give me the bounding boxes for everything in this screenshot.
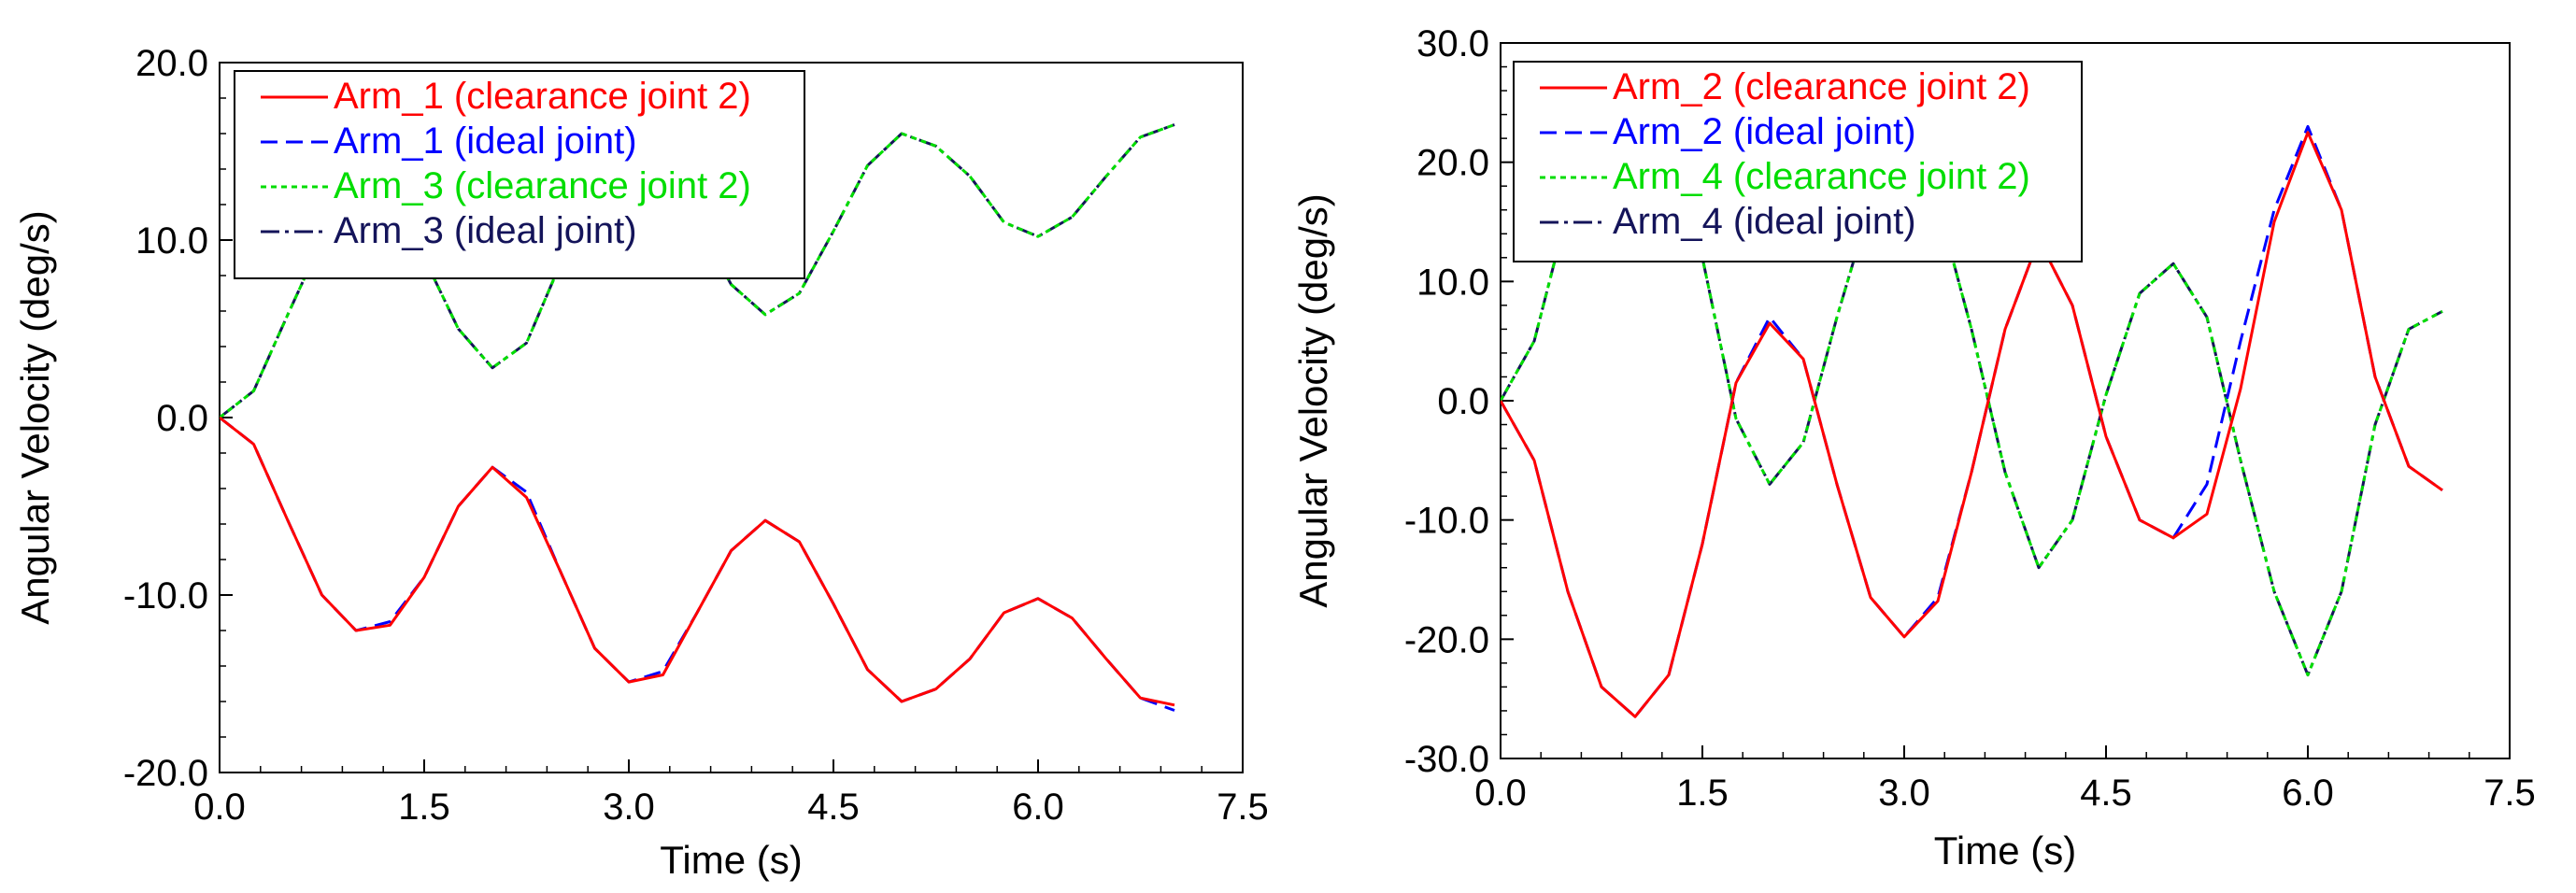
- right-chart: 0.0 1.5 3.0 4.5 6.0 7.5 -30.0 -20.0 -10.0 0.0 10.0…: [1291, 23, 2536, 872]
- y-axis-title: Angular Velocity (deg/s): [13, 210, 57, 625]
- y-tick-label: 0.0: [1437, 381, 1489, 422]
- y-tick-label: 10.0: [135, 220, 208, 262]
- y-axis-title: Angular Velocity (deg/s): [1291, 193, 1335, 608]
- x-tick-label: 0.0: [1474, 773, 1527, 814]
- x-tick-label: 0.0: [193, 787, 246, 828]
- legend-label: Arm_3 (ideal joint): [334, 210, 637, 251]
- legend-label: Arm_4 (clearance joint 2): [1613, 156, 2030, 197]
- y-tick-label: 0.0: [156, 398, 208, 439]
- x-tick-label: 1.5: [398, 787, 450, 828]
- legend-label: Arm_1 (ideal joint): [334, 120, 637, 162]
- legend-box: [1513, 61, 2083, 262]
- series-line-arm-1-ideal-joint: [220, 416, 1175, 712]
- x-axis-title: Time (s): [1934, 829, 2076, 872]
- left-chart: 0.0 1.5 3.0 4.5 6.0 7.5 -20.0 -10.0 0.0 10.0 20.0 T…: [13, 43, 1269, 882]
- x-tick-label: 7.5: [1217, 787, 1269, 828]
- y-tick-label: -30.0: [1404, 739, 1489, 780]
- y-tick-label: -10.0: [1404, 501, 1489, 542]
- legend-label: Arm_2 (clearance joint 2): [1613, 66, 2030, 107]
- x-axis-title: Time (s): [660, 838, 802, 882]
- x-tick-label: 6.0: [1012, 787, 1064, 828]
- y-tick-label: -20.0: [123, 753, 208, 794]
- series-line-arm-1-clearance-joint-2: [220, 416, 1175, 707]
- x-tick-label: 3.0: [1878, 773, 1930, 814]
- legend-label: Arm_2 (ideal joint): [1613, 111, 1916, 152]
- series-line-arm-2-clearance-joint-2: [1501, 131, 2443, 718]
- x-tick-label: 7.5: [2483, 773, 2536, 814]
- y-tick-label: -10.0: [123, 575, 208, 617]
- legend-label: Arm_4 (ideal joint): [1613, 201, 1916, 242]
- x-tick-label: 4.5: [2080, 773, 2132, 814]
- y-tick-label: 30.0: [1416, 23, 1489, 64]
- x-tick-label: 3.0: [603, 787, 655, 828]
- legend-label: Arm_3 (clearance joint 2): [334, 165, 751, 206]
- y-tick-label: 20.0: [135, 43, 208, 84]
- x-tick-label: 4.5: [807, 787, 860, 828]
- y-tick-label: 10.0: [1416, 262, 1489, 303]
- x-tick-label: 6.0: [2282, 773, 2334, 814]
- y-tick-label: 20.0: [1416, 143, 1489, 184]
- legend-box: [234, 70, 805, 279]
- legend-label: Arm_1 (clearance joint 2): [334, 76, 751, 117]
- y-tick-label: -20.0: [1404, 619, 1489, 660]
- x-tick-label: 1.5: [1676, 773, 1729, 814]
